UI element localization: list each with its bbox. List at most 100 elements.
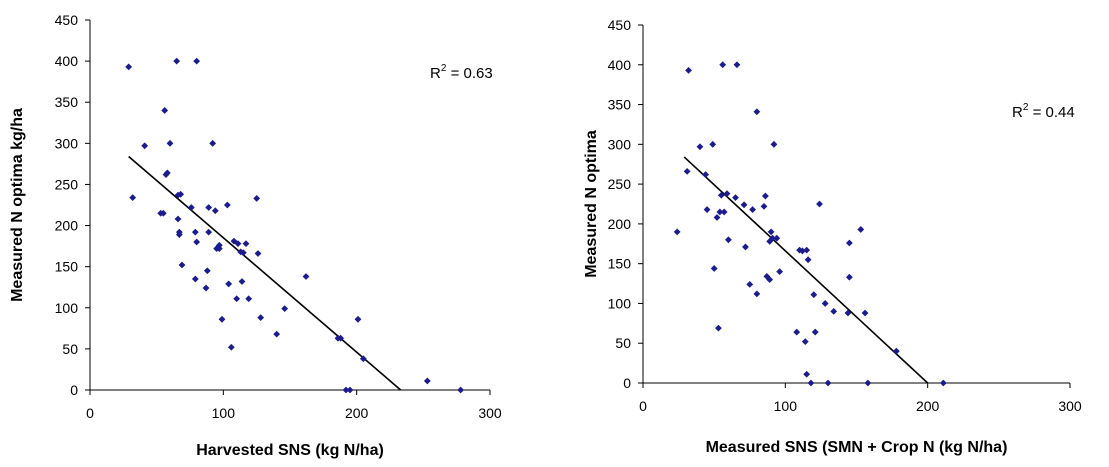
x-tick-label: 100 bbox=[774, 398, 798, 414]
x-axis-title: Harvested SNS (kg N/ha) bbox=[196, 442, 384, 459]
data-point bbox=[702, 171, 710, 178]
data-point bbox=[191, 275, 199, 283]
data-point bbox=[709, 140, 717, 148]
data-point bbox=[892, 347, 900, 355]
data-point bbox=[804, 256, 812, 264]
r-squared-value: = 0.44 bbox=[1028, 104, 1074, 121]
data-point bbox=[753, 108, 761, 116]
data-point bbox=[174, 215, 182, 223]
y-tick-label: 350 bbox=[608, 97, 632, 113]
data-point bbox=[191, 228, 199, 236]
data-point bbox=[807, 379, 815, 387]
data-point bbox=[281, 305, 289, 312]
data-point bbox=[211, 207, 219, 215]
y-tick-label: 100 bbox=[608, 295, 632, 311]
data-point bbox=[717, 191, 725, 199]
data-point bbox=[239, 249, 247, 257]
chart-panel-1: 0 50 100 150 200 250 300 350 400 450 0 100 200 300 Har… bbox=[9, 12, 502, 459]
data-point bbox=[423, 377, 431, 385]
data-point bbox=[864, 379, 872, 387]
r-squared-value: = 0.63 bbox=[446, 65, 492, 82]
y-tick-label: 50 bbox=[62, 341, 78, 357]
data-point bbox=[175, 231, 183, 238]
data-point bbox=[457, 386, 465, 394]
data-point bbox=[257, 314, 265, 322]
y-tick-label: 400 bbox=[608, 57, 632, 73]
data-point bbox=[857, 226, 865, 233]
data-point bbox=[254, 250, 262, 257]
data-point bbox=[673, 228, 681, 236]
data-point bbox=[273, 330, 281, 338]
data-point bbox=[773, 234, 781, 242]
y-tick-label: 250 bbox=[55, 176, 79, 192]
data-point bbox=[193, 238, 201, 246]
data-point bbox=[359, 355, 367, 363]
data-point bbox=[163, 169, 171, 177]
data-point bbox=[253, 195, 261, 202]
data-point bbox=[719, 61, 727, 69]
data-point bbox=[302, 273, 310, 280]
data-point bbox=[685, 66, 692, 74]
data-point bbox=[753, 290, 761, 298]
r-squared-label: R2 = 0.44 bbox=[1012, 102, 1075, 121]
x-tick-label: 0 bbox=[86, 405, 94, 421]
data-point bbox=[830, 308, 838, 315]
data-point bbox=[811, 328, 819, 336]
data-point bbox=[178, 261, 186, 269]
data-point bbox=[803, 370, 811, 378]
data-point bbox=[793, 328, 801, 336]
y-axis-title: Measured N optima bbox=[583, 130, 600, 278]
data-point bbox=[845, 239, 853, 247]
data-point bbox=[342, 386, 350, 394]
data-point bbox=[218, 315, 226, 323]
y-tick-label: 300 bbox=[55, 135, 79, 151]
data-point bbox=[205, 204, 213, 211]
data-point bbox=[354, 315, 362, 323]
chart-panel-2: 0 50 100 150 200 250 300 350 400 450 0 100 200 300 Mea… bbox=[583, 17, 1082, 456]
data-point bbox=[193, 57, 201, 65]
y-tick-label: 0 bbox=[623, 375, 631, 391]
data-point bbox=[703, 206, 711, 213]
data-point bbox=[746, 280, 754, 288]
data-point bbox=[725, 236, 732, 244]
data-point bbox=[713, 214, 721, 221]
data-point bbox=[177, 190, 185, 198]
data-point bbox=[223, 201, 231, 209]
data-point bbox=[173, 57, 181, 65]
data-point bbox=[696, 143, 704, 151]
data-point bbox=[233, 295, 241, 303]
y-tick-label: 0 bbox=[70, 382, 78, 398]
data-point bbox=[242, 240, 250, 248]
data-point bbox=[766, 276, 774, 283]
y-tick-label: 350 bbox=[55, 94, 79, 110]
data-point bbox=[760, 202, 768, 210]
data-point bbox=[732, 194, 739, 202]
data-point bbox=[816, 200, 823, 208]
data-point bbox=[845, 273, 853, 281]
data-point bbox=[202, 284, 210, 292]
data-point bbox=[733, 61, 741, 69]
y-tick-label: 200 bbox=[55, 218, 79, 234]
y-tick-label: 150 bbox=[608, 256, 632, 272]
data-point bbox=[209, 139, 217, 147]
data-point bbox=[770, 140, 778, 148]
x-tick-label: 300 bbox=[478, 405, 502, 421]
x-tick-label: 0 bbox=[639, 398, 647, 414]
data-point bbox=[234, 240, 242, 248]
r-squared-superscript: 2 bbox=[1023, 102, 1029, 113]
data-point bbox=[720, 208, 728, 216]
data-point bbox=[749, 206, 756, 213]
data-point bbox=[740, 201, 748, 209]
y-tick-label: 450 bbox=[608, 17, 632, 33]
data-point bbox=[742, 243, 749, 251]
y-tick-label: 100 bbox=[55, 300, 79, 316]
data-point bbox=[683, 167, 691, 175]
data-point bbox=[161, 107, 169, 114]
y-tick-label: 150 bbox=[55, 259, 79, 275]
data-point bbox=[824, 379, 832, 387]
x-tick-label: 300 bbox=[1058, 398, 1082, 414]
data-point bbox=[803, 246, 811, 254]
data-point bbox=[844, 309, 852, 317]
